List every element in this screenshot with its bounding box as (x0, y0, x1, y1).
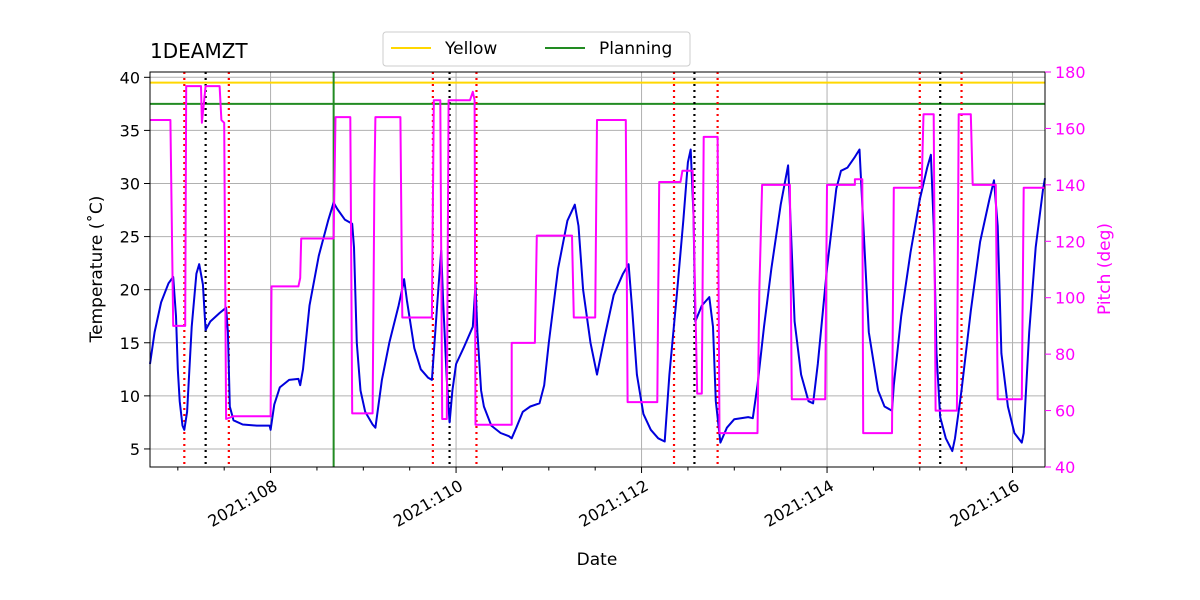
series-lines (149, 85, 1046, 453)
y2-tick-label: 180 (1055, 63, 1086, 82)
y2-tick-label: 100 (1055, 289, 1086, 308)
y-tick-label: 10 (120, 387, 140, 406)
y-tick-label: 20 (120, 281, 140, 300)
y2-tick-label: 80 (1055, 345, 1075, 364)
event-lines (183, 72, 963, 467)
y-tick-label: 40 (120, 68, 140, 87)
y2-axis-label: Pitch (deg) (1095, 223, 1115, 315)
y2-tick-label: 60 (1055, 402, 1075, 421)
plot-frame (149, 71, 1046, 468)
legend-label-planning: Planning (599, 39, 672, 59)
y2-tick-label: 160 (1055, 119, 1086, 138)
legend: Yellow Planning (382, 31, 691, 67)
y-tick-label: 5 (130, 440, 140, 459)
chart-title: 1DEAMZT (150, 39, 248, 63)
y-tick-label: 30 (120, 174, 140, 193)
y2-tick-label: 140 (1055, 176, 1086, 195)
y2-tick-label: 120 (1055, 232, 1086, 251)
x-axis-label: Date (577, 550, 618, 570)
y-tick-label: 25 (120, 228, 140, 247)
legend-box (382, 31, 691, 67)
y-tick-label: 35 (120, 121, 140, 140)
threshold-lines (150, 81, 1045, 105)
y2-tick-label: 40 (1055, 458, 1075, 477)
y-tick-label: 15 (120, 334, 140, 353)
grid (150, 72, 1045, 467)
pitch-line (150, 85, 1045, 435)
legend-label-yellow: Yellow (444, 39, 497, 59)
y-axis-label: Temperature (˚C) (86, 196, 107, 344)
